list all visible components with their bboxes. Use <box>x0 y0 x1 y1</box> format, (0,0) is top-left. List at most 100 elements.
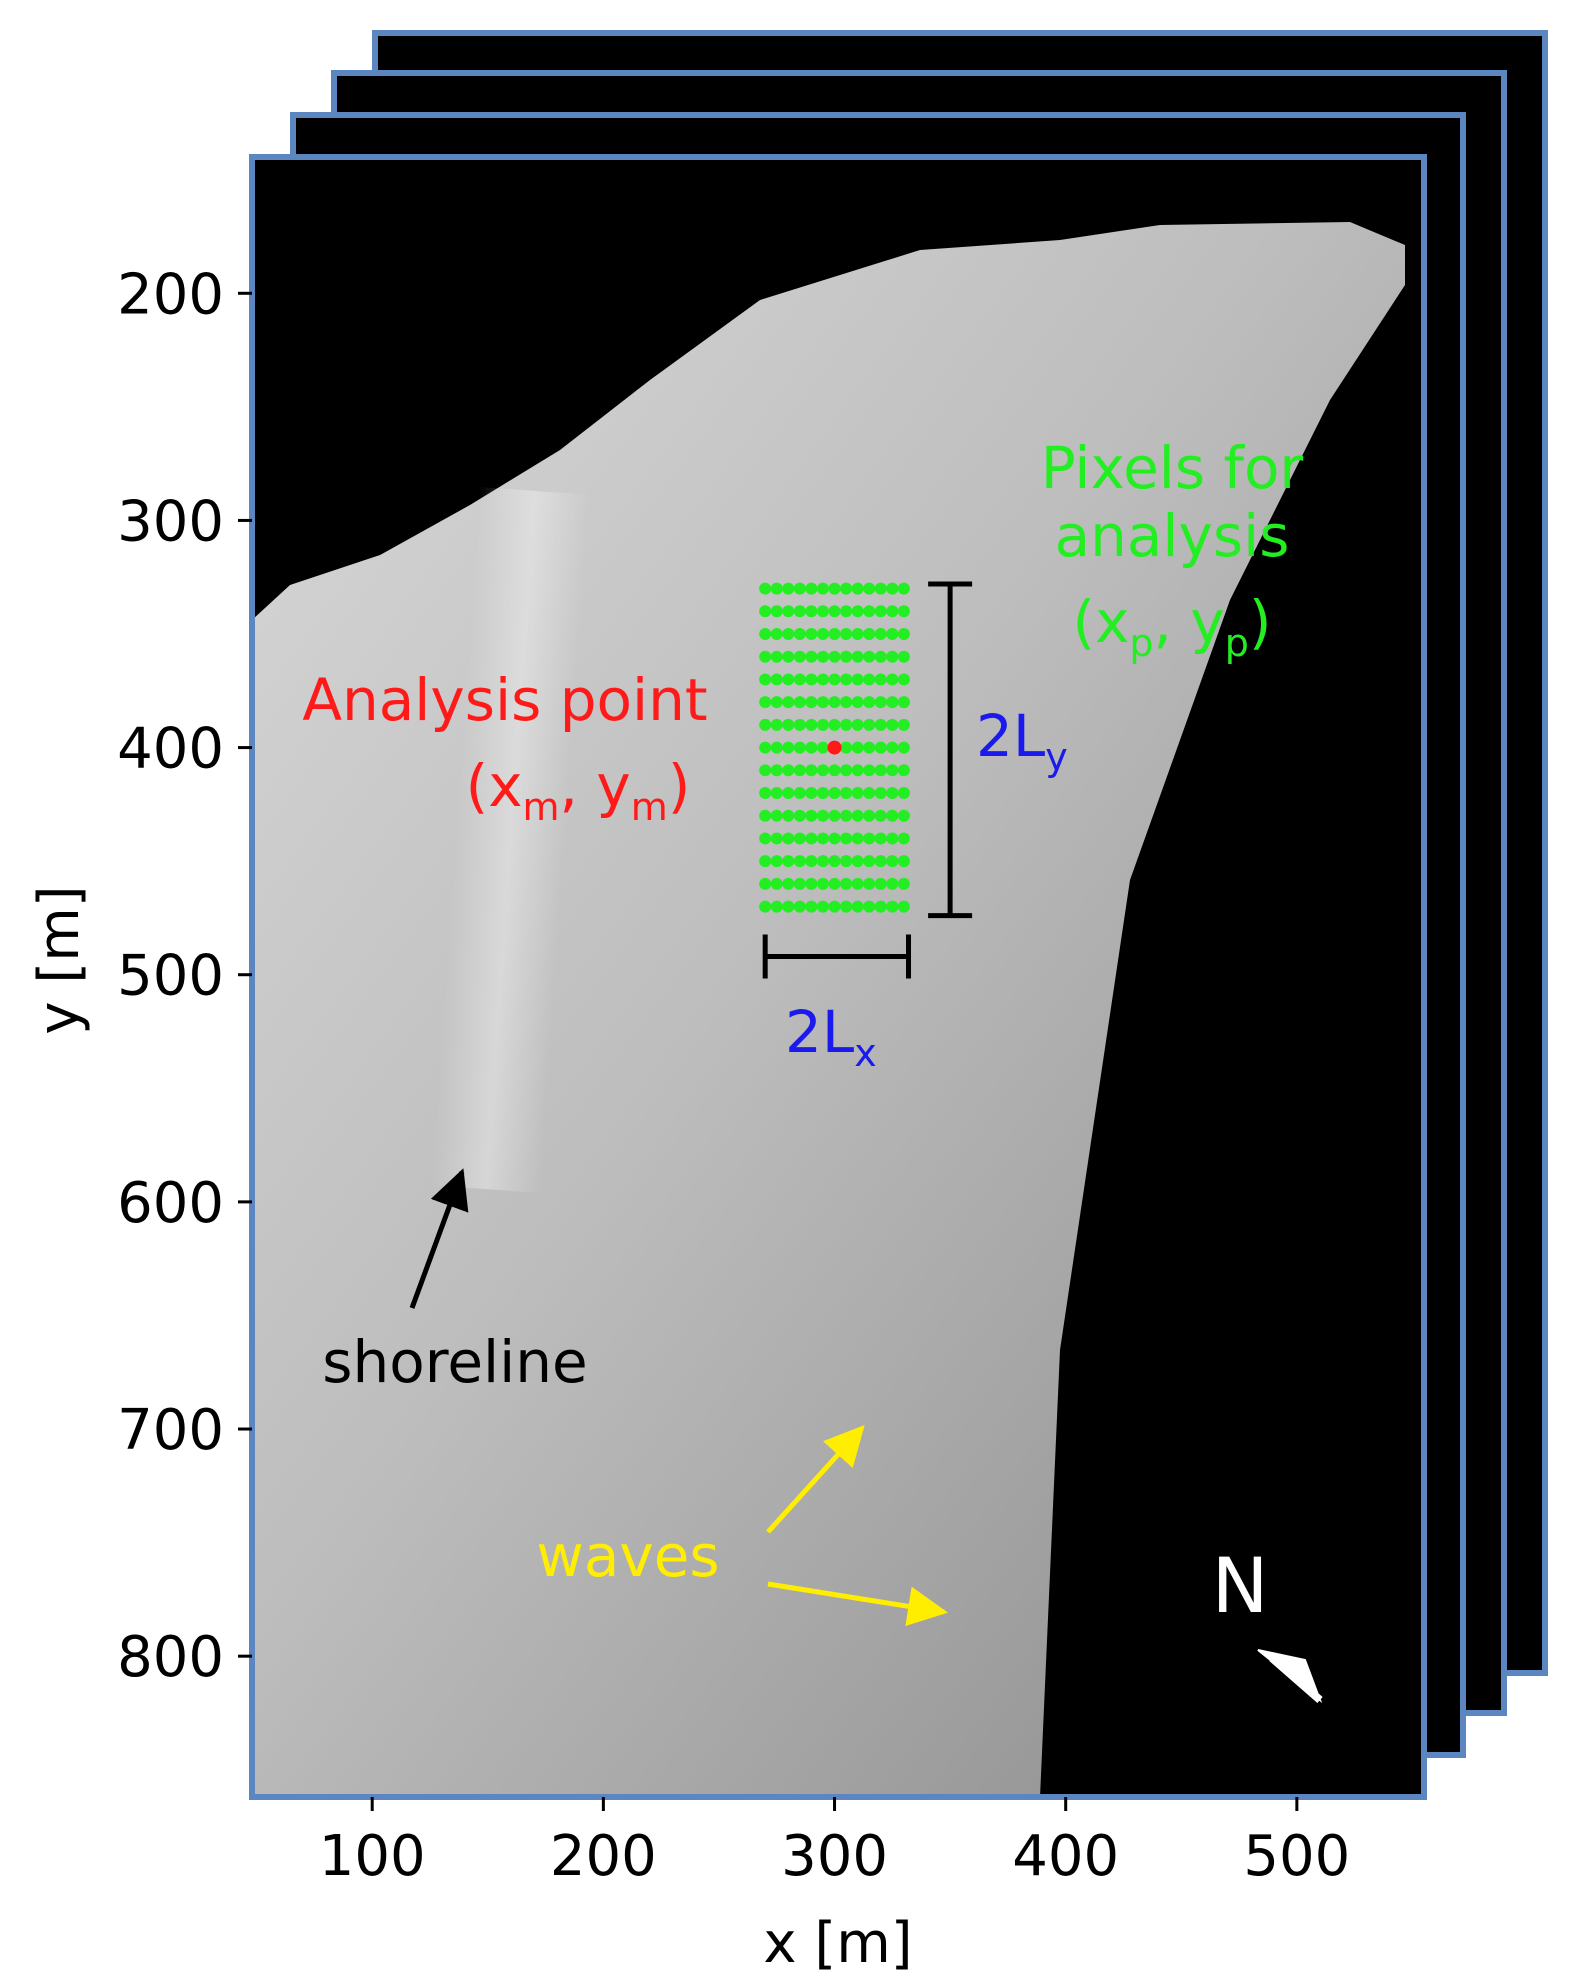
y-tick-label: 500 <box>117 944 224 1009</box>
analysis-pixel <box>886 787 899 800</box>
analysis-pixel <box>805 696 818 709</box>
analysis-pixel <box>816 809 829 822</box>
analysis-pixel <box>828 787 841 800</box>
analysis-pixel <box>805 809 818 822</box>
analysis-pixel <box>828 764 841 777</box>
analysis-pixel <box>863 628 876 641</box>
analysis-pixel <box>793 900 806 913</box>
analysis-pixel <box>793 650 806 663</box>
analysis-pixel <box>759 832 772 845</box>
analysis-pixel <box>805 650 818 663</box>
analysis-pixel <box>851 696 864 709</box>
waves-arrow-1 <box>766 1425 865 1534</box>
y-axis-label: y [m] <box>27 885 92 1034</box>
analysis-pixel <box>782 718 795 731</box>
analysis-pixel <box>805 764 818 777</box>
x-tick-label: 100 <box>319 1824 426 1889</box>
analysis-pixel <box>897 900 910 913</box>
analysis-pixel <box>886 628 899 641</box>
y-ticks: 200 300 400 500 600 700 800 <box>117 262 252 1690</box>
analysis-pixel <box>759 741 772 754</box>
analysis-pixel <box>840 787 853 800</box>
analysis-pixel <box>851 877 864 890</box>
analysis-pixel <box>874 832 887 845</box>
analysis-pixel <box>759 628 772 641</box>
analysis-pixel <box>863 809 876 822</box>
analysis-pixel <box>851 832 864 845</box>
analysis-pixel <box>805 628 818 641</box>
analysis-pixel <box>816 764 829 777</box>
pixel-grid <box>759 582 910 913</box>
analysis-pixel <box>805 605 818 618</box>
analysis-pixel <box>782 673 795 686</box>
analysis-pixel <box>805 877 818 890</box>
analysis-pixel <box>874 855 887 868</box>
analysis-pixel <box>793 741 806 754</box>
analysis-pixel <box>897 718 910 731</box>
analysis-pixel <box>793 605 806 618</box>
analysis-pixel <box>840 628 853 641</box>
analysis-pixel <box>897 877 910 890</box>
analysis-pixel <box>782 741 795 754</box>
analysis-pixel <box>851 809 864 822</box>
analysis-pixel <box>793 696 806 709</box>
analysis-pixel <box>770 628 783 641</box>
analysis-pixel <box>793 809 806 822</box>
x-tick-label: 400 <box>1012 1824 1119 1889</box>
shoreline-label: shoreline <box>322 1328 587 1396</box>
analysis-pixel <box>874 605 887 618</box>
analysis-pixel <box>874 787 887 800</box>
analysis-pixel <box>793 877 806 890</box>
analysis-pixel <box>897 696 910 709</box>
analysis-point-marker <box>827 740 842 755</box>
image-panel <box>249 154 1427 1800</box>
analysis-pixel <box>816 900 829 913</box>
analysis-pixel <box>886 809 899 822</box>
y-tick-label: 300 <box>117 489 224 554</box>
analysis-pixel <box>886 877 899 890</box>
analysis-pixel <box>886 696 899 709</box>
analysis-pixel <box>897 764 910 777</box>
analysis-pixel <box>863 855 876 868</box>
analysis-pixel <box>759 900 772 913</box>
analysis-pixel <box>759 764 772 777</box>
analysis-pixel <box>759 605 772 618</box>
analysis-pixel <box>770 741 783 754</box>
analysis-pixel <box>782 787 795 800</box>
analysis-pixel <box>805 787 818 800</box>
analysis-pixel <box>816 877 829 890</box>
analysis-pixel <box>782 605 795 618</box>
analysis-pixel <box>793 582 806 595</box>
analysis-pixel <box>816 650 829 663</box>
shoreline-bright-band <box>430 487 590 1193</box>
analysis-pixel <box>770 605 783 618</box>
analysis-pixel <box>851 628 864 641</box>
analysis-pixel <box>840 855 853 868</box>
analysis-pixel <box>863 877 876 890</box>
north-label: N <box>1212 1541 1269 1630</box>
analysis-pixel <box>840 696 853 709</box>
pixels-annotation: Pixels for analysis (xp, yp) <box>1041 434 1304 665</box>
analysis-pixel <box>770 718 783 731</box>
x-tick-label: 500 <box>1243 1824 1350 1889</box>
y-tick-label: 400 <box>117 717 224 782</box>
analysis-pixel <box>840 582 853 595</box>
analysis-pixel <box>863 582 876 595</box>
analysis-pixel <box>816 582 829 595</box>
analysis-pixel <box>770 787 783 800</box>
analysis-pixel <box>897 741 910 754</box>
analysis-pixel <box>897 673 910 686</box>
analysis-pixel <box>897 628 910 641</box>
analysis-pixel <box>759 877 772 890</box>
analysis-pixel <box>816 832 829 845</box>
analysis-pixel <box>782 900 795 913</box>
waves-label: waves <box>536 1522 719 1590</box>
analysis-pixel <box>874 809 887 822</box>
analysis-pixel <box>874 877 887 890</box>
analysis-pixel <box>793 628 806 641</box>
shoreline-arrow <box>409 1168 469 1309</box>
pixels-label-coords: (xp, yp) <box>1072 588 1271 665</box>
analysis-pixel <box>851 764 864 777</box>
analysis-pixel <box>828 900 841 913</box>
analysis-pixel <box>805 673 818 686</box>
